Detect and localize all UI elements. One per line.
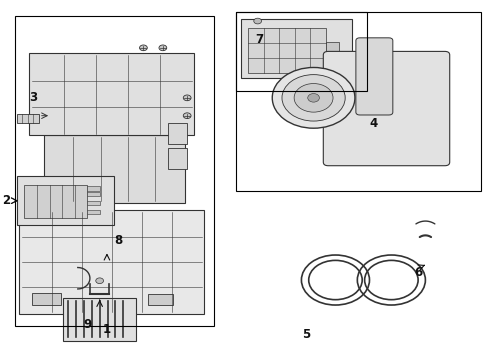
Bar <box>326 42 340 57</box>
Text: 2: 2 <box>2 194 10 207</box>
FancyBboxPatch shape <box>241 19 352 78</box>
Bar <box>88 186 99 191</box>
Text: 8: 8 <box>114 234 122 247</box>
Circle shape <box>140 45 147 51</box>
FancyBboxPatch shape <box>323 51 450 166</box>
FancyBboxPatch shape <box>63 298 136 341</box>
Circle shape <box>159 45 167 51</box>
Bar <box>418 88 429 94</box>
Bar <box>168 148 187 169</box>
Text: 6: 6 <box>414 266 422 279</box>
Bar <box>31 293 61 305</box>
Bar <box>17 114 39 123</box>
Circle shape <box>294 84 333 112</box>
Bar <box>148 294 172 305</box>
Bar <box>168 123 187 144</box>
Bar <box>24 185 88 217</box>
FancyBboxPatch shape <box>20 210 204 314</box>
Circle shape <box>96 278 103 284</box>
Bar <box>420 109 431 116</box>
Bar <box>88 201 99 205</box>
Bar <box>15 16 214 327</box>
Circle shape <box>254 18 262 24</box>
FancyBboxPatch shape <box>17 176 114 225</box>
Text: 7: 7 <box>256 33 264 46</box>
FancyBboxPatch shape <box>356 38 393 115</box>
Circle shape <box>183 95 191 101</box>
Text: 9: 9 <box>83 318 92 331</box>
Bar <box>236 12 481 191</box>
FancyBboxPatch shape <box>29 53 195 135</box>
FancyBboxPatch shape <box>44 135 185 203</box>
Text: 1: 1 <box>103 323 111 336</box>
Text: 4: 4 <box>370 117 378 130</box>
Bar <box>248 28 326 73</box>
Bar <box>88 210 99 214</box>
Bar <box>413 70 424 76</box>
Text: 5: 5 <box>302 328 310 341</box>
Circle shape <box>308 94 319 102</box>
Circle shape <box>272 67 355 128</box>
Bar <box>236 12 367 91</box>
Text: 3: 3 <box>29 91 37 104</box>
Circle shape <box>282 75 345 121</box>
Bar <box>88 192 99 196</box>
Circle shape <box>183 113 191 118</box>
